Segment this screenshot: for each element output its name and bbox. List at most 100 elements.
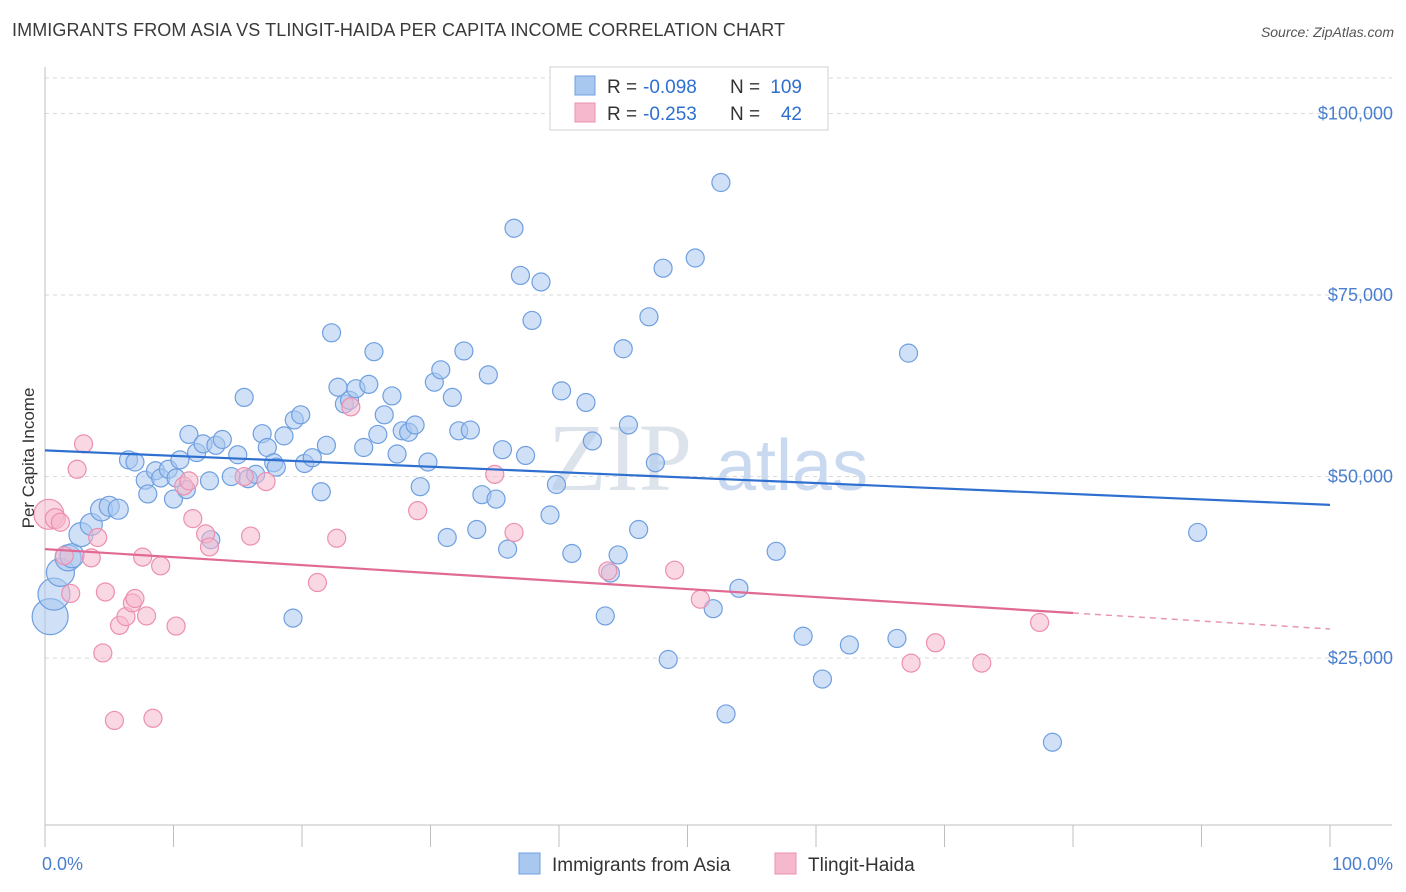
pink-point-29: [307, 572, 328, 593]
blue-point-75: [522, 310, 542, 331]
pink-point-30: [327, 528, 347, 548]
blue-point-103: [898, 343, 919, 363]
blue-point-86: [613, 339, 633, 359]
bottom-legend-label-blue: Immigrants from Asia: [552, 855, 731, 876]
blue-point-17: [163, 489, 184, 509]
blue-point-41: [316, 435, 337, 455]
legend-swatch-blue: [574, 75, 596, 96]
blue-point-11: [125, 452, 145, 472]
pink-trend-line: [44, 548, 1074, 615]
blue-point-81: [576, 392, 596, 413]
legend-swatch-pink: [574, 102, 596, 123]
axes-layer: [44, 67, 1392, 847]
blue-point-39: [302, 448, 322, 468]
blue-point-70: [492, 440, 513, 460]
blue-point-64: [454, 341, 474, 361]
pink-point-15: [125, 588, 145, 609]
legend-box: [549, 66, 829, 131]
blue-point-61: [437, 527, 457, 548]
pink-point-37: [690, 589, 710, 609]
legend-n-label-pink: N =: [730, 104, 760, 125]
blue-point-96: [716, 704, 736, 724]
pink-point-4: [61, 583, 81, 604]
blue-point-77: [540, 505, 560, 525]
pink-point-31: [341, 397, 361, 417]
blue-point-65: [460, 420, 480, 440]
blue-point-91: [653, 258, 673, 278]
blue-point-56: [405, 415, 425, 435]
blue-point-80: [562, 543, 582, 564]
blue-point-47: [354, 437, 374, 458]
blue-point-74: [515, 445, 536, 466]
blue-point-50: [368, 424, 388, 445]
blue-point-94: [703, 599, 723, 619]
blue-point-23: [199, 471, 220, 491]
pink-point-34: [504, 522, 524, 543]
blue-point-78: [546, 474, 567, 495]
pink-point-10: [95, 582, 115, 602]
bottom-legend: Immigrants from Asia Tlingit-Haida: [518, 852, 915, 876]
blue-point-99: [793, 626, 813, 646]
legend-n-label-blue: N =: [730, 77, 760, 98]
blue-point-90: [645, 453, 665, 473]
blue-point-100: [812, 669, 833, 689]
pink-point-20: [166, 616, 186, 636]
series-tlingit-haida: [33, 397, 1050, 731]
pink-point-19: [151, 556, 171, 576]
blue-point-82: [582, 431, 603, 451]
blue-point-93: [685, 248, 705, 268]
blue-point-88: [629, 519, 649, 540]
pink-point-5: [67, 459, 87, 479]
blue-point-48: [359, 374, 379, 394]
bottom-legend-swatch-blue: [518, 852, 541, 875]
blue-point-98: [766, 541, 786, 561]
y-tick-label-2: $75,000: [1328, 285, 1393, 305]
blue-point-35: [274, 426, 294, 446]
blue-point-9: [107, 498, 129, 520]
chart-title: IMMIGRANTS FROM ASIA VS TLINGIT-HAIDA PE…: [12, 20, 786, 40]
blue-point-72: [504, 218, 524, 238]
blue-point-58: [418, 452, 438, 472]
blue-point-27: [228, 445, 248, 465]
blue-point-13: [138, 484, 158, 504]
blue-point-18: [170, 450, 190, 470]
pink-point-33: [485, 464, 505, 484]
blue-point-101: [839, 635, 860, 655]
grid-layer: [45, 77, 1392, 659]
watermark-atlas: atlas: [716, 426, 868, 506]
trend-lines: [44, 449, 1331, 630]
pink-point-41: [1029, 612, 1050, 633]
y-tick-label-3: $100,000: [1318, 104, 1393, 124]
blue-point-87: [618, 415, 638, 435]
blue-point-71: [498, 539, 518, 559]
blue-point-34: [266, 457, 286, 477]
y-tick-label-0: $25,000: [1328, 648, 1393, 668]
pink-point-28: [256, 472, 276, 492]
blue-point-97: [729, 578, 749, 598]
chart-source: Source: ZipAtlas.com: [1260, 24, 1394, 40]
pink-point-2: [50, 512, 71, 532]
pink-point-35: [598, 561, 618, 581]
y-tick-label-1: $50,000: [1328, 467, 1393, 487]
blue-point-40: [311, 482, 331, 502]
blue-point-69: [486, 489, 506, 509]
pink-point-38: [901, 653, 921, 673]
watermark-zip: ZIP: [548, 404, 692, 511]
bottom-legend-label-pink: Tlingit-Haida: [808, 855, 915, 876]
blue-point-102: [887, 628, 907, 649]
legend-r-value-blue: -0.098: [643, 77, 697, 98]
pink-point-8: [88, 527, 108, 548]
blue-point-42: [321, 323, 342, 343]
pink-trend-line-extension: [1072, 612, 1331, 630]
pink-point-32: [408, 501, 428, 521]
blue-point-106: [283, 608, 303, 628]
pink-point-22: [179, 471, 199, 491]
pink-point-27: [241, 526, 261, 546]
legend-r-label-blue: R =: [607, 77, 637, 98]
blue-trend-line: [44, 449, 1331, 506]
blue-point-83: [595, 606, 615, 626]
bottom-legend-swatch-pink: [774, 852, 797, 875]
blue-point-85: [608, 545, 628, 565]
y-axis-label: Per Capita Income: [19, 388, 38, 529]
